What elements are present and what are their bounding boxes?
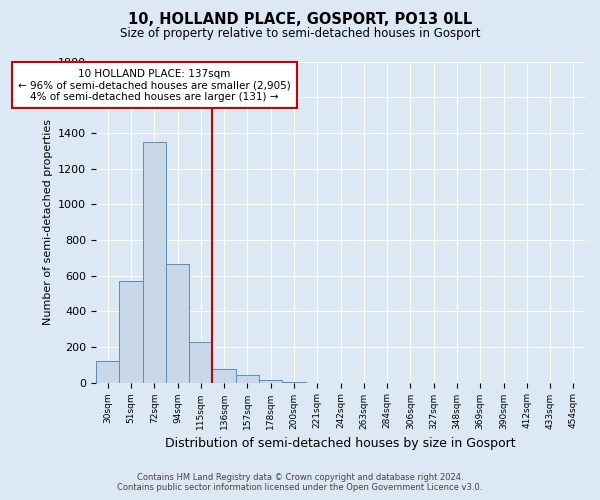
Bar xyxy=(96,361,119,382)
Bar xyxy=(236,376,259,382)
Text: Size of property relative to semi-detached houses in Gosport: Size of property relative to semi-detach… xyxy=(120,28,480,40)
Bar xyxy=(166,264,189,382)
Bar xyxy=(189,342,212,382)
Bar xyxy=(119,281,143,382)
X-axis label: Distribution of semi-detached houses by size in Gosport: Distribution of semi-detached houses by … xyxy=(165,437,516,450)
Text: Contains HM Land Registry data © Crown copyright and database right 2024.
Contai: Contains HM Land Registry data © Crown c… xyxy=(118,473,482,492)
Y-axis label: Number of semi-detached properties: Number of semi-detached properties xyxy=(43,119,53,325)
Bar xyxy=(259,380,282,382)
Bar xyxy=(143,142,166,382)
Text: 10 HOLLAND PLACE: 137sqm
← 96% of semi-detached houses are smaller (2,905)
4% of: 10 HOLLAND PLACE: 137sqm ← 96% of semi-d… xyxy=(18,68,290,102)
Bar xyxy=(212,369,236,382)
Text: 10, HOLLAND PLACE, GOSPORT, PO13 0LL: 10, HOLLAND PLACE, GOSPORT, PO13 0LL xyxy=(128,12,472,28)
